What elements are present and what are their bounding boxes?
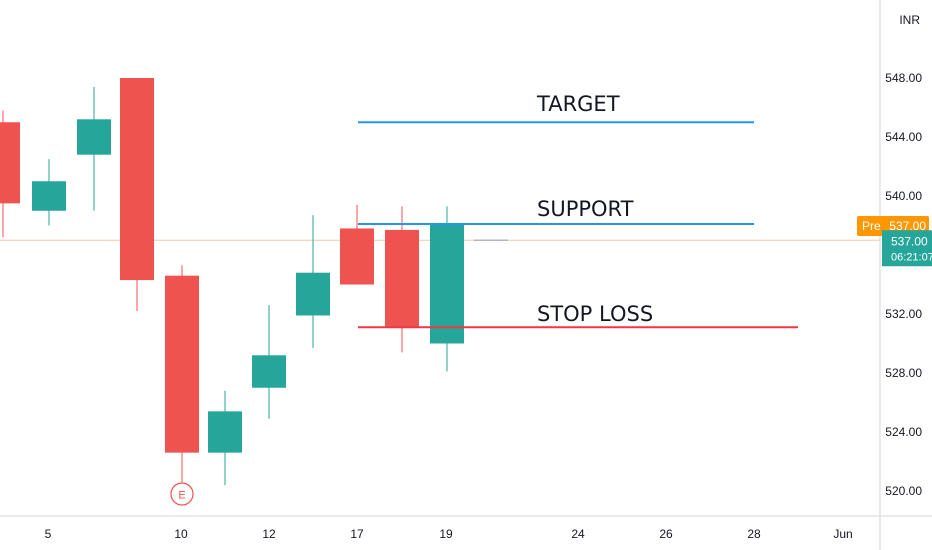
premarket-value: 537.00 [889,219,926,233]
x-tick-label: 19 [439,527,453,541]
y-tick-label: 524.00 [885,425,922,439]
y-tick-label: 532.00 [885,307,922,321]
annotation-label-target: TARGET [536,92,620,116]
y-tick-label: 548.00 [885,71,922,85]
earnings-marker-icon[interactable] [170,482,194,506]
candle[interactable] [32,159,66,226]
currency-label[interactable]: INR [899,13,920,27]
candle[interactable] [208,390,242,486]
y-tick-label: 544.00 [885,130,922,144]
annotation-label-stop-loss: STOP LOSS [537,302,653,326]
last-price-value: 537.00 [891,234,928,248]
candle-body [0,122,20,204]
premarket-label: Pre [862,219,881,233]
candle[interactable] [77,86,111,211]
x-tick-label: 26 [659,527,673,541]
candle[interactable] [340,204,374,285]
candle[interactable] [120,78,154,312]
candle[interactable] [252,305,286,419]
annotation-label-support: SUPPORT [537,197,634,221]
x-tick-label: 10 [174,527,188,541]
candle-body [120,78,154,281]
y-tick-label: 540.00 [885,189,922,203]
earnings-marker-label: E [178,490,185,502]
bar-countdown: 06:21:07 [891,251,932,263]
candle-body [340,228,374,285]
last-price-badge [882,230,932,267]
x-tick-label: 28 [747,527,761,541]
x-tick-label: Jun [833,527,852,541]
candle[interactable] [296,215,330,348]
candle-body [208,411,242,453]
y-tick-label: 520.00 [885,484,922,498]
candle-body [385,229,419,328]
candle-body [165,275,199,453]
x-tick-label: 12 [262,527,276,541]
candle-body [296,272,330,316]
x-tick-label: 17 [350,527,364,541]
candle-body [252,355,286,388]
candle[interactable] [430,206,464,372]
candle[interactable] [165,265,199,483]
candle-body [430,224,464,344]
x-tick-label: 24 [571,527,585,541]
x-tick-label: 5 [45,527,52,541]
candle[interactable] [385,206,419,353]
candle[interactable] [0,110,20,238]
y-tick-label: 528.00 [885,366,922,380]
candle-body [32,181,66,211]
candle-body [77,119,111,155]
